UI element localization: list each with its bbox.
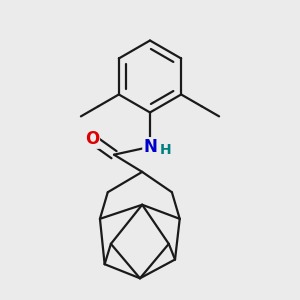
Text: O: O (85, 130, 99, 148)
Text: N: N (143, 138, 157, 156)
Text: H: H (160, 143, 172, 157)
